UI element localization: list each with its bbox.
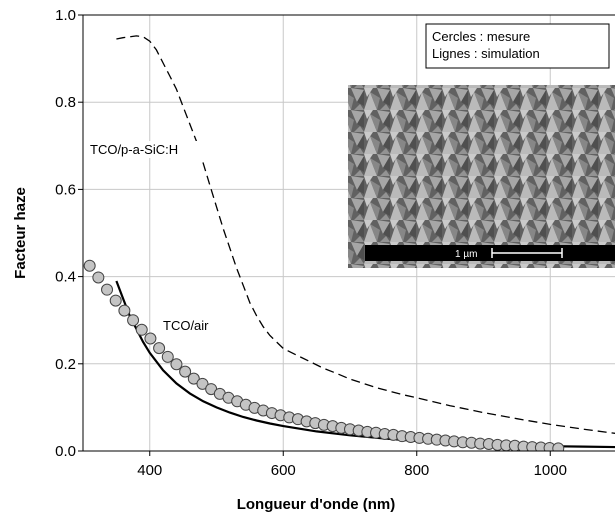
legend-box [425, 23, 610, 69]
sem-inset: 1 µm [348, 85, 615, 268]
measurement-point-11 [179, 365, 192, 378]
measurement-point-3 [109, 294, 122, 307]
y-tick-label-4: 0.8 [55, 94, 76, 111]
legend: Cercles : mesure Lignes : simulation [425, 23, 610, 69]
x-tick-label-1: 600 [271, 462, 296, 479]
measurement-point-9 [161, 350, 174, 363]
y-tick-label-2: 0.4 [55, 269, 76, 286]
measurement-point-0 [83, 259, 96, 272]
legend-line-2: Lignes : simulation [432, 46, 540, 61]
y-axis-title: Facteur haze [12, 187, 29, 279]
measurement-point-1 [92, 271, 105, 284]
y-tick-label-5: 1.0 [55, 7, 76, 24]
sem-image [348, 85, 615, 268]
x-tick-label-3: 1000 [534, 462, 567, 479]
annotation-tco-psic: TCO/p-a-SiC:H [90, 142, 178, 157]
scale-bar-label: 1 µm [455, 249, 477, 260]
scale-bar-background [365, 245, 615, 261]
x-tick-label-2: 800 [404, 462, 429, 479]
series-layer [83, 35, 615, 451]
measurement-point-7 [144, 332, 157, 345]
y-tick-label-1: 0.2 [55, 356, 76, 373]
annotation-tco-air: TCO/air [163, 318, 209, 333]
measurement-point-4 [118, 304, 131, 317]
measurement-point-6 [135, 323, 148, 336]
tick-labels: 400 600 800 1000 0.0 0.2 0.4 0.6 0.8 1.0 [55, 7, 567, 479]
sem-image-shade [348, 85, 615, 268]
x-axis-title: Longueur d'onde (nm) [237, 496, 396, 513]
measurement-point-54 [552, 442, 565, 451]
measurement-point-5 [127, 314, 140, 327]
x-tick-label-0: 400 [137, 462, 162, 479]
y-tick-label-3: 0.6 [55, 181, 76, 198]
measurement-point-12 [187, 372, 200, 385]
annotation-background [88, 141, 220, 158]
measurement-point-10 [170, 358, 183, 371]
measurement-point-13 [196, 377, 209, 390]
measurement-point-2 [101, 283, 114, 296]
y-tick-label-0: 0.0 [55, 443, 76, 460]
series-line-tco-psic [116, 35, 615, 434]
legend-line-1: Cercles : mesure [432, 29, 530, 44]
measurement-point-8 [153, 342, 166, 355]
